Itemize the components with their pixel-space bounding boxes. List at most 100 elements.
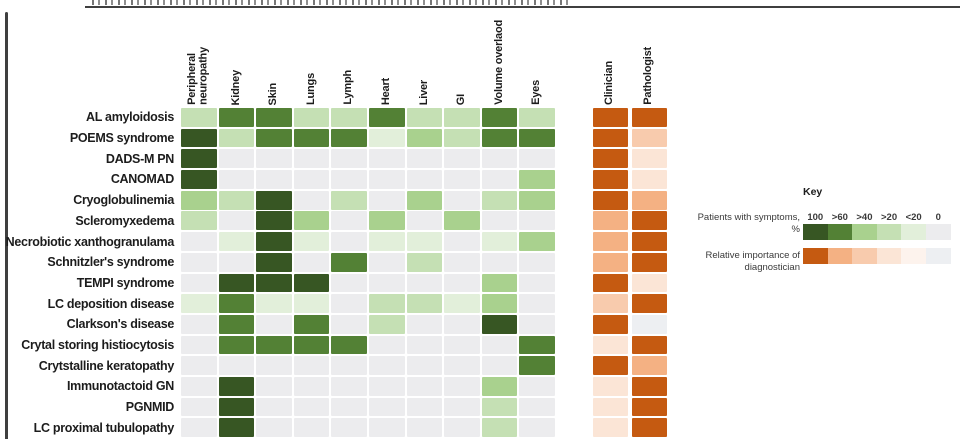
- heatmap-cell: [218, 376, 255, 396]
- heatmap-cell: [444, 190, 480, 210]
- heatmap-cell: [406, 232, 443, 251]
- heatmap-cell: [481, 314, 518, 334]
- heatmap-cell: [293, 418, 330, 438]
- heatmap-cell: [369, 418, 405, 438]
- legend-scale-label: 0: [935, 212, 941, 223]
- heatmap-cell: [519, 232, 555, 251]
- heatmap-cell-clinician: [592, 314, 628, 334]
- column-header-diagnostician: Pathologist: [642, 47, 655, 105]
- heatmap-cell: [181, 314, 217, 334]
- heatmap-cell: [256, 376, 292, 396]
- heatmap-cell-pathologist: [631, 314, 667, 334]
- heatmap-cell: [369, 252, 405, 272]
- heatmap-cell-clinician: [592, 108, 628, 127]
- heatmap-cell: [369, 170, 405, 189]
- heatmap-cell: [293, 376, 330, 396]
- heatmap-cell-pathologist: [631, 397, 667, 417]
- heatmap-cell: [218, 397, 255, 417]
- heatmap-cell: [293, 397, 330, 417]
- heatmap-cell: [218, 418, 255, 438]
- heatmap-cell: [481, 128, 518, 148]
- heatmap-cell: [519, 252, 555, 272]
- heatmap-cell: [331, 211, 367, 231]
- legend-orange-swatch: [803, 248, 828, 264]
- heatmap-cell-clinician: [592, 376, 628, 396]
- legend-scale-label: >20: [880, 212, 898, 223]
- heatmap-cell: [331, 418, 367, 438]
- heatmap-cell: [218, 232, 255, 251]
- heatmap-cell-clinician: [592, 335, 628, 355]
- heatmap-cell: [293, 294, 330, 313]
- heatmap-cell-clinician: [592, 418, 628, 438]
- heatmap-cell: [181, 273, 217, 293]
- heatmap-cell: [444, 252, 480, 272]
- heatmap-cell: [331, 356, 367, 376]
- row-label: Necrobiotic xanthogranulama: [5, 234, 175, 249]
- heatmap-cell: [369, 397, 405, 417]
- heatmap-cell: [256, 252, 292, 272]
- heatmap-cell: [369, 190, 405, 210]
- heatmap-cell: [181, 294, 217, 313]
- heatmap-cell-pathologist: [631, 356, 667, 376]
- heatmap-cell: [519, 397, 555, 417]
- heatmap-cell: [444, 314, 480, 334]
- heatmap-cell: [481, 190, 518, 210]
- heatmap-cell: [519, 108, 555, 127]
- heatmap-cell: [369, 376, 405, 396]
- legend-green-swatch: [827, 224, 853, 240]
- heatmap-cell: [293, 232, 330, 251]
- heatmap-cell: [406, 314, 443, 334]
- heatmap-cell: [369, 128, 405, 148]
- legend-green-swatch: [926, 224, 951, 240]
- heatmap-cell-clinician: [592, 170, 628, 189]
- heatmap-cell: [519, 273, 555, 293]
- heatmap-cell: [331, 335, 367, 355]
- heatmap-cell: [256, 149, 292, 169]
- heatmap-cell-pathologist: [631, 252, 667, 272]
- heatmap-cell: [406, 108, 443, 127]
- heatmap-cell: [218, 190, 255, 210]
- heatmap-cell: [256, 356, 292, 376]
- heatmap-cell: [519, 335, 555, 355]
- heatmap-cell: [406, 294, 443, 313]
- row-label: Schnitzler's syndrome: [47, 255, 174, 270]
- legend-orange-swatch: [901, 248, 926, 264]
- heatmap-cell-clinician: [592, 294, 628, 313]
- column-header-symptom: Skin: [267, 82, 280, 105]
- heatmap-cell: [444, 397, 480, 417]
- heatmap-cell: [444, 149, 480, 169]
- heatmap-cell: [444, 418, 480, 438]
- heatmap-cell: [481, 108, 518, 127]
- heatmap-cell: [369, 108, 405, 127]
- heatmap-cell: [519, 149, 555, 169]
- legend-green-swatch: [901, 224, 926, 240]
- column-header-symptom: Eyes: [530, 80, 543, 105]
- heatmap-cell: [406, 211, 443, 231]
- heatmap-cell: [256, 335, 292, 355]
- heatmap-cell: [181, 376, 217, 396]
- heatmap-cell: [256, 294, 292, 313]
- heatmap-cell: [444, 108, 480, 127]
- left-border-line: [5, 12, 8, 439]
- heatmap-cell: [181, 418, 217, 438]
- heatmap-cell: [481, 397, 518, 417]
- heatmap-cell: [218, 294, 255, 313]
- heatmap-cell: [256, 128, 292, 148]
- heatmap-cell: [256, 211, 292, 231]
- legend: Key Patients with symptoms, % 100 >60 >40 >…: [693, 186, 960, 286]
- heatmap-cell: [331, 314, 367, 334]
- heatmap-cell: [519, 128, 555, 148]
- top-border-line: [85, 6, 960, 8]
- clipped-text-strip: [92, 0, 572, 5]
- heatmap-cell: [481, 294, 518, 313]
- row-label: CANOMAD: [110, 172, 174, 187]
- heatmap-cell: [331, 294, 367, 313]
- heatmap-cell: [293, 314, 330, 334]
- heatmap-cell: [218, 273, 255, 293]
- heatmap-cell: [256, 108, 292, 127]
- heatmap-cell: [181, 335, 217, 355]
- heatmap-cell: [331, 397, 367, 417]
- heatmap-cell: [406, 190, 443, 210]
- legend-green-swatch: [852, 224, 877, 240]
- heatmap-cell: [519, 170, 555, 189]
